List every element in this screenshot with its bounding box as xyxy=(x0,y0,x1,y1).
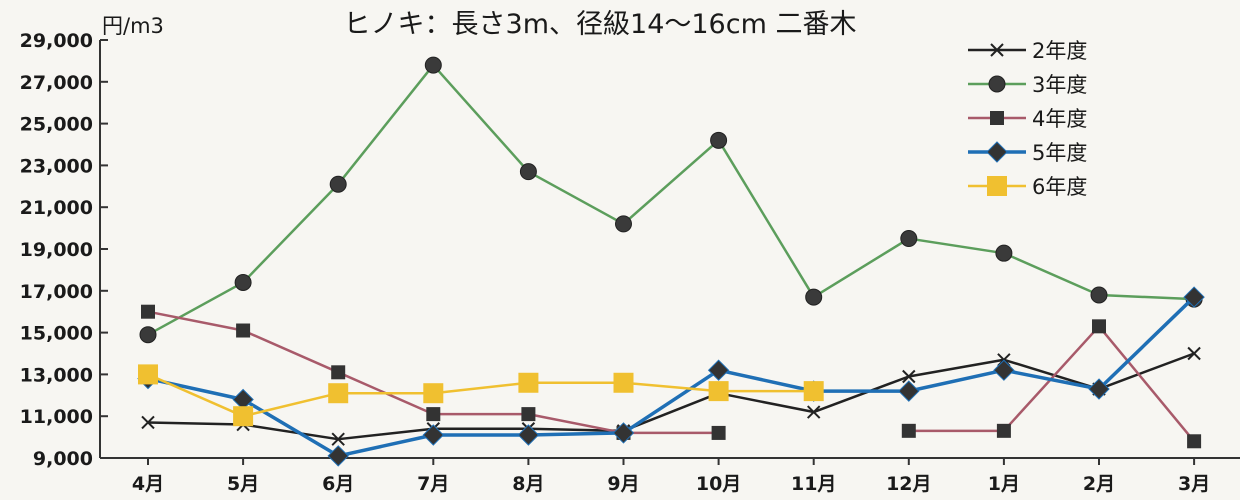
series-1-point xyxy=(806,405,821,419)
series-1-point xyxy=(1187,346,1201,361)
series-2-point xyxy=(519,163,537,181)
series-4-point xyxy=(898,380,920,402)
series-2-point xyxy=(805,288,823,306)
y-tick-label: 11,000 xyxy=(20,406,93,428)
series-3-point xyxy=(711,425,726,440)
y-tick-label: 17,000 xyxy=(20,281,93,303)
series-4-point xyxy=(422,424,445,446)
legend-label: 2年度 xyxy=(1032,39,1087,63)
series-3-point xyxy=(426,407,441,422)
series-4-point xyxy=(993,359,1015,381)
x-tick-label: 9月 xyxy=(607,473,639,495)
series-2-point xyxy=(710,131,728,149)
chart-title: ヒノキ：長さ3m、径級14～16cm 二番木 xyxy=(344,9,857,40)
series-4-point xyxy=(1183,286,1205,308)
x-tick-label: 5月 xyxy=(227,473,259,495)
series-5 xyxy=(138,364,824,427)
series-3-point xyxy=(236,323,251,338)
y-tick-label: 25,000 xyxy=(20,114,93,136)
x-axis-ticks: 4月 5月 6月 7月 8月 9月 10月 11月 12月 1月 2月 3月 xyxy=(132,458,1210,495)
y-tick-label: 9,000 xyxy=(33,448,93,470)
series-1-line xyxy=(147,352,1195,441)
series-5-point xyxy=(613,372,634,393)
series-3-point xyxy=(1092,319,1106,334)
legend-label: 5年度 xyxy=(1032,141,1087,165)
legend: 2年度 3年度 4年度 5年度 6年度 xyxy=(968,39,1087,199)
y-axis-ticks: 29,000 27,000 25,000 23,000 21,000 19,000 17,0… xyxy=(20,30,108,470)
legend-item: 2年度 xyxy=(968,39,1087,63)
legend-item: 4年度 xyxy=(968,107,1087,131)
series-5-point xyxy=(803,381,824,402)
legend-item: 6年度 xyxy=(968,175,1087,199)
legend-label: 6年度 xyxy=(1032,175,1087,199)
series-3 xyxy=(141,304,1202,449)
x-tick-label: 2月 xyxy=(1083,473,1115,495)
x-tick-label: 4月 xyxy=(132,473,164,495)
legend-4-point xyxy=(986,141,1008,163)
series-4-point xyxy=(517,424,540,446)
series-2 xyxy=(139,56,1203,344)
y-tick-label: 15,000 xyxy=(20,323,93,345)
y-tick-label: 29,000 xyxy=(20,30,93,52)
series-2-point xyxy=(900,230,918,248)
legend-item: 3年度 xyxy=(968,73,1087,97)
x-tick-label: 3月 xyxy=(1178,473,1210,495)
series-1-point xyxy=(902,369,916,384)
series-4-line xyxy=(147,295,1196,458)
series-4 xyxy=(137,286,1205,467)
y-tick-label: 27,000 xyxy=(20,72,93,94)
series-2-point xyxy=(995,244,1013,262)
series-2-point xyxy=(329,175,347,193)
series-5-point xyxy=(328,383,349,404)
legend-2-point xyxy=(988,75,1006,93)
legend-1-point xyxy=(990,43,1004,57)
series-2-point xyxy=(424,56,442,74)
series-3-point xyxy=(141,304,155,319)
series-5-point xyxy=(708,381,729,402)
y-tick-label: 19,000 xyxy=(20,239,93,261)
x-tick-label: 1月 xyxy=(988,473,1020,495)
y-axis-unit: 円/m3 xyxy=(102,14,164,38)
legend-3-point xyxy=(990,111,1004,125)
x-tick-label: 7月 xyxy=(417,473,449,495)
series-3-point xyxy=(1187,434,1202,449)
y-tick-label: 21,000 xyxy=(20,197,93,219)
series-3-point xyxy=(901,423,916,438)
series-5-point xyxy=(138,364,158,385)
series-2-line xyxy=(147,63,1195,336)
series-1-point xyxy=(331,432,345,446)
legend-label: 3年度 xyxy=(1032,73,1087,97)
series-5-point xyxy=(423,383,444,404)
series-3-line xyxy=(908,325,1196,443)
x-tick-label: 6月 xyxy=(322,473,354,495)
legend-5-point xyxy=(987,176,1007,196)
series-4-point xyxy=(1088,378,1110,400)
series-2-point xyxy=(139,326,157,344)
legend-item: 5年度 xyxy=(968,141,1087,165)
series-5-point xyxy=(233,406,254,427)
series-1-point xyxy=(141,415,155,430)
series-5-line xyxy=(147,373,814,418)
series-3-point xyxy=(331,365,346,380)
x-tick-label: 8月 xyxy=(512,473,544,495)
series-3-point xyxy=(521,407,536,422)
series-2-point xyxy=(615,215,632,233)
series-5-point xyxy=(518,372,539,393)
series-4-point xyxy=(707,359,730,381)
series-2-point xyxy=(234,273,252,291)
y-tick-label: 23,000 xyxy=(20,155,93,177)
legend-label: 4年度 xyxy=(1032,107,1087,131)
series-1 xyxy=(141,346,1201,446)
y-tick-label: 13,000 xyxy=(20,364,93,386)
x-tick-label: 12月 xyxy=(886,473,931,495)
x-tick-label: 11月 xyxy=(791,473,836,495)
x-tick-label: 10月 xyxy=(696,473,741,495)
series-2-point xyxy=(1090,286,1108,304)
series-3-point xyxy=(996,423,1011,438)
series-4-point xyxy=(327,445,349,467)
series-layer xyxy=(137,56,1205,467)
series-4-point xyxy=(612,422,635,444)
